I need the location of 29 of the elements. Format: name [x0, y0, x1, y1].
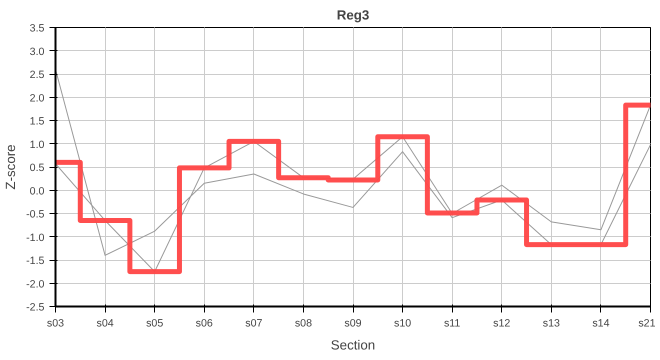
y-tick-label: 2.0: [30, 92, 45, 104]
x-tick-label: s08: [294, 318, 312, 330]
y-tick-label: -2.5: [26, 302, 45, 314]
y-tick-label: 2.5: [30, 69, 45, 81]
chart-title: Reg3: [336, 8, 370, 22]
x-tick-label: s09: [344, 318, 362, 330]
x-tick-label: s03: [46, 318, 64, 330]
x-tick-label: s07: [245, 318, 262, 330]
y-tick-label: 3.5: [30, 22, 45, 34]
y-tick-label: 1.0: [30, 138, 45, 151]
x-tick-label: s11: [444, 318, 460, 330]
x-axis-title: Section: [330, 338, 376, 352]
x-tick-label: s21: [638, 318, 656, 330]
x-tick-label: s13: [542, 318, 560, 330]
y-tick-label: -1.5: [26, 255, 45, 267]
x-tick-label: s10: [394, 318, 412, 330]
y-tick-label: 3.0: [30, 46, 45, 58]
x-tick-label: s14: [592, 318, 610, 330]
y-tick-label: 1.5: [30, 116, 45, 128]
y-tick-label: -0.5: [26, 208, 45, 220]
y-tick-label: -2.0: [26, 278, 45, 290]
x-tick-label: s06: [196, 318, 213, 330]
y-axis-title: Z-score: [3, 144, 18, 190]
y-tick-label: 0.0: [30, 185, 45, 198]
x-tick-label: s05: [146, 318, 164, 330]
x-tick-label: s12: [493, 318, 510, 330]
y-tick-label: 0.5: [30, 162, 45, 174]
x-tick-label: s04: [96, 318, 114, 330]
y-tick-label: -1.0: [26, 232, 45, 244]
